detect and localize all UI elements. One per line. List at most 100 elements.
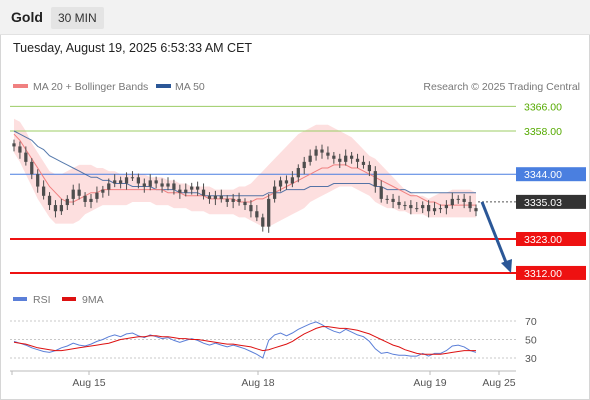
timeframe-button[interactable]: 30 MIN xyxy=(51,7,104,29)
candle-body xyxy=(373,171,377,187)
level-label: 3366.00 xyxy=(524,101,562,113)
ma9-legend-swatch xyxy=(62,297,76,301)
candle-body xyxy=(278,180,283,187)
candle-body xyxy=(320,149,324,153)
candle-body xyxy=(166,183,170,187)
credit-label: Research © 2025 Trading Central xyxy=(423,81,580,93)
candle-body xyxy=(190,186,194,190)
candle-body xyxy=(89,198,93,202)
candle-body xyxy=(195,186,200,190)
rsi-panel: 70 50 30 xyxy=(10,316,537,365)
candle-body xyxy=(107,183,111,190)
candle-body xyxy=(415,208,419,210)
candle-body xyxy=(302,161,306,169)
candle-body xyxy=(201,189,206,196)
candle-body xyxy=(136,177,141,184)
forecast-arrow-layer xyxy=(480,201,512,273)
candle-body xyxy=(438,208,443,210)
candle-body xyxy=(344,155,348,162)
candle-body xyxy=(290,177,295,184)
ma9-legend-label: 9MA xyxy=(82,294,104,306)
candle-body xyxy=(24,152,28,162)
candle-body xyxy=(255,211,259,218)
candle-body xyxy=(432,208,437,212)
candle-body xyxy=(338,158,342,162)
candle-body xyxy=(101,189,105,193)
candle-body xyxy=(397,201,401,206)
candle-body xyxy=(83,195,87,202)
candle-body xyxy=(219,195,223,199)
candle-body xyxy=(41,186,46,196)
candle-body xyxy=(349,155,354,159)
candle-body xyxy=(314,149,318,156)
x-tick-label: Aug 15 xyxy=(72,377,105,389)
bb-legend-swatch xyxy=(13,84,28,88)
candle-body xyxy=(95,192,99,199)
forecast-arrow-shaft xyxy=(480,201,509,266)
bollinger-band-layer xyxy=(14,118,476,227)
x-tick-label: Aug 25 xyxy=(482,377,515,389)
candle-body xyxy=(367,164,372,172)
candle-body xyxy=(30,161,34,175)
header-bar: Gold 30 MIN xyxy=(0,0,590,35)
level-label-box xyxy=(516,194,586,209)
candle-body xyxy=(178,189,182,193)
level-label: 3335.03 xyxy=(524,197,562,209)
level-label-box xyxy=(516,232,586,246)
candle-body xyxy=(355,158,360,162)
candle-body xyxy=(379,186,383,199)
bb-legend-label: MA 20 + Bollinger Bands xyxy=(33,81,148,93)
candle-body xyxy=(130,177,135,179)
candle-body xyxy=(284,180,289,184)
candle-body xyxy=(36,174,40,187)
candle-body xyxy=(184,189,188,193)
candle-body xyxy=(409,205,413,209)
candle-body xyxy=(47,195,52,206)
candle-body xyxy=(462,198,466,202)
candle-body xyxy=(18,146,22,153)
rsi-level-label: 30 xyxy=(525,353,537,365)
x-tick-label: Aug 19 xyxy=(413,377,446,389)
level-label: 3323.00 xyxy=(524,234,562,246)
level-label: 3358.00 xyxy=(524,126,562,138)
candles-layer xyxy=(12,139,478,233)
rsi-legend-label: RSI xyxy=(33,294,51,306)
levels-layer: 3366.00 3358.00 3344.00 3335.03 3323.00 3312.… xyxy=(10,101,586,280)
candle-body xyxy=(237,198,241,202)
candle-body xyxy=(391,198,395,202)
candle-body xyxy=(12,143,16,147)
candle-body xyxy=(231,198,235,202)
candle-body xyxy=(272,186,277,199)
rsi-level-label: 70 xyxy=(525,316,537,328)
candle-body xyxy=(468,201,472,209)
candle-body xyxy=(243,201,247,206)
candle-body xyxy=(65,198,69,206)
candle-body xyxy=(77,189,81,196)
candle-body xyxy=(332,155,336,159)
candle-body xyxy=(444,205,449,209)
level-label: 3312.00 xyxy=(524,268,562,280)
level-label-box xyxy=(516,167,586,182)
level-label: 3344.00 xyxy=(524,169,562,181)
ma50-legend-label: MA 50 xyxy=(175,81,205,93)
candle-body xyxy=(421,205,425,209)
candle-body xyxy=(148,180,152,187)
candle-body xyxy=(53,205,58,212)
candle-body xyxy=(296,168,300,178)
candle-body xyxy=(456,198,460,200)
candle-body xyxy=(385,198,389,200)
candle-body xyxy=(308,155,312,162)
x-tick-label: Aug 18 xyxy=(241,377,274,389)
candle-body xyxy=(207,195,212,199)
candle-body xyxy=(113,180,117,184)
candle-body xyxy=(142,183,146,187)
candle-body xyxy=(71,189,75,199)
candle-body xyxy=(403,205,407,207)
candle-body xyxy=(154,180,158,184)
candle-body xyxy=(172,183,176,190)
rsi-ma9-line xyxy=(13,326,476,355)
datetime-label: Tuesday, August 19, 2025 6:53:33 AM CET xyxy=(13,41,253,55)
rsi-level-label: 50 xyxy=(525,335,537,347)
candle-body xyxy=(213,195,218,199)
rsi-line xyxy=(13,321,477,359)
